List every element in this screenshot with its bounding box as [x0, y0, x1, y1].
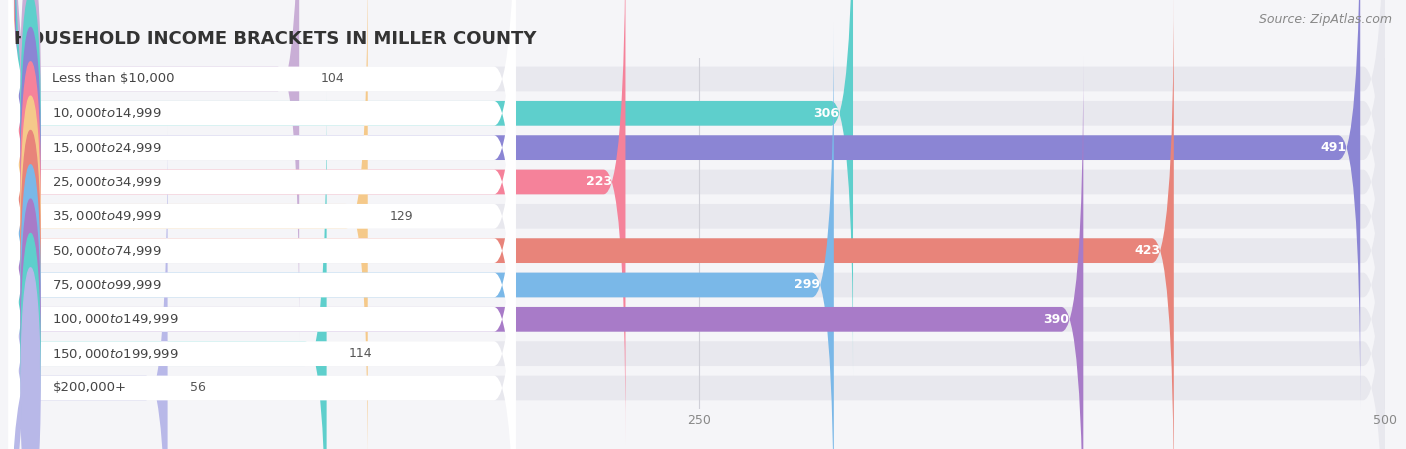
FancyBboxPatch shape [14, 22, 1385, 449]
Circle shape [21, 233, 41, 449]
Circle shape [21, 27, 41, 268]
Text: HOUSEHOLD INCOME BRACKETS IN MILLER COUNTY: HOUSEHOLD INCOME BRACKETS IN MILLER COUN… [14, 31, 537, 48]
FancyBboxPatch shape [8, 22, 516, 449]
Text: 104: 104 [321, 72, 344, 85]
Text: 129: 129 [389, 210, 413, 223]
Circle shape [21, 62, 41, 302]
FancyBboxPatch shape [14, 0, 299, 341]
Text: $100,000 to $149,999: $100,000 to $149,999 [52, 313, 179, 326]
FancyBboxPatch shape [14, 57, 1084, 449]
FancyBboxPatch shape [14, 0, 1385, 449]
Text: $150,000 to $199,999: $150,000 to $199,999 [52, 347, 179, 361]
FancyBboxPatch shape [8, 0, 516, 449]
FancyBboxPatch shape [8, 0, 516, 449]
FancyBboxPatch shape [14, 0, 1385, 410]
FancyBboxPatch shape [14, 126, 1385, 449]
FancyBboxPatch shape [14, 0, 853, 376]
FancyBboxPatch shape [8, 0, 516, 376]
Text: $200,000+: $200,000+ [52, 382, 127, 395]
FancyBboxPatch shape [14, 0, 626, 445]
Text: 56: 56 [190, 382, 205, 395]
FancyBboxPatch shape [14, 22, 834, 449]
Text: $50,000 to $74,999: $50,000 to $74,999 [52, 244, 162, 258]
Text: Source: ZipAtlas.com: Source: ZipAtlas.com [1258, 13, 1392, 26]
Text: $10,000 to $14,999: $10,000 to $14,999 [52, 106, 162, 120]
Text: 491: 491 [1320, 141, 1347, 154]
FancyBboxPatch shape [8, 0, 516, 341]
Text: 299: 299 [794, 278, 820, 291]
FancyBboxPatch shape [14, 0, 1385, 376]
Circle shape [21, 96, 41, 336]
FancyBboxPatch shape [14, 0, 1385, 449]
FancyBboxPatch shape [8, 0, 516, 445]
Circle shape [21, 199, 41, 440]
Text: 306: 306 [813, 107, 839, 120]
FancyBboxPatch shape [14, 126, 167, 449]
FancyBboxPatch shape [14, 91, 326, 449]
Circle shape [21, 0, 41, 199]
FancyBboxPatch shape [8, 57, 516, 449]
FancyBboxPatch shape [8, 126, 516, 449]
FancyBboxPatch shape [8, 91, 516, 449]
FancyBboxPatch shape [14, 0, 1174, 449]
Circle shape [21, 131, 41, 371]
FancyBboxPatch shape [14, 0, 368, 449]
FancyBboxPatch shape [14, 0, 1360, 410]
Circle shape [21, 165, 41, 405]
FancyBboxPatch shape [14, 0, 1385, 341]
Text: $15,000 to $24,999: $15,000 to $24,999 [52, 141, 162, 154]
Text: 423: 423 [1135, 244, 1160, 257]
FancyBboxPatch shape [8, 0, 516, 410]
Text: $35,000 to $49,999: $35,000 to $49,999 [52, 209, 162, 223]
Text: $25,000 to $34,999: $25,000 to $34,999 [52, 175, 162, 189]
Text: 114: 114 [349, 347, 373, 360]
Text: Less than $10,000: Less than $10,000 [52, 72, 174, 85]
Text: 390: 390 [1043, 313, 1070, 326]
FancyBboxPatch shape [14, 0, 1385, 445]
Circle shape [21, 268, 41, 449]
Text: 223: 223 [586, 176, 612, 189]
Text: $75,000 to $99,999: $75,000 to $99,999 [52, 278, 162, 292]
Circle shape [21, 0, 41, 233]
FancyBboxPatch shape [14, 91, 1385, 449]
FancyBboxPatch shape [14, 57, 1385, 449]
